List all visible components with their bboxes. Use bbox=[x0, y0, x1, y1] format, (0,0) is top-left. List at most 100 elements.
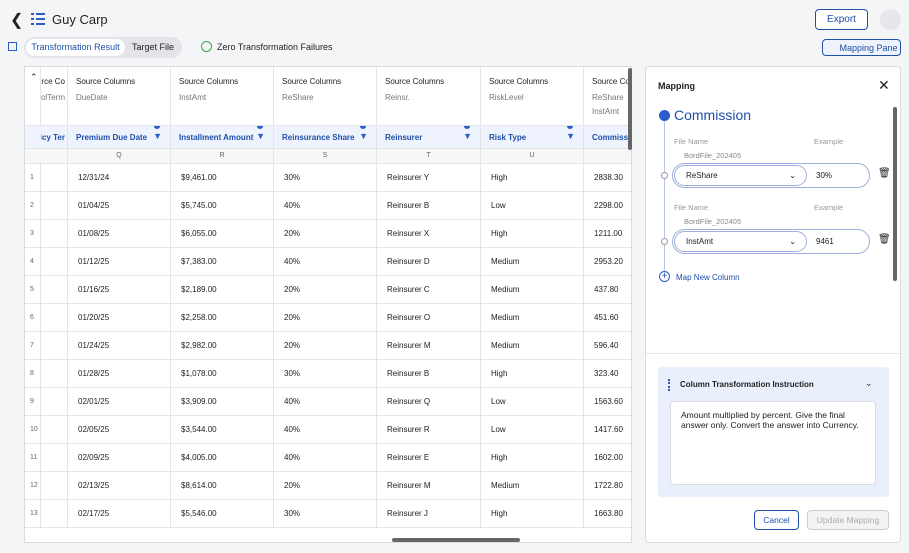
target-name: Reinsurer bbox=[385, 133, 423, 142]
table-cell: $1,078.00 bbox=[171, 360, 274, 388]
letter-cell bbox=[584, 149, 631, 164]
filter-icon[interactable]: ▼ bbox=[566, 131, 575, 141]
status-text: Zero Transformation Failures bbox=[217, 42, 333, 52]
table-cell: Medium bbox=[481, 304, 584, 332]
close-button[interactable]: ✕ bbox=[878, 77, 890, 93]
update-button[interactable]: Update Mapping bbox=[807, 510, 889, 530]
table-cell: 01/28/25 bbox=[68, 360, 171, 388]
tab[interactable]: Transformation Result bbox=[26, 39, 125, 56]
table-cell: 2838.30 bbox=[584, 164, 631, 192]
back-button[interactable]: ❮ bbox=[10, 12, 24, 29]
mapping-row bbox=[672, 163, 870, 188]
target-name: Premium Due Date bbox=[76, 133, 148, 142]
table-cell: 02/01/25 bbox=[68, 388, 171, 416]
letter-cell: R bbox=[171, 149, 274, 164]
header-cell bbox=[25, 67, 41, 126]
h-scrollbar[interactable] bbox=[392, 538, 520, 542]
table-cell: Reinsurer R bbox=[377, 416, 481, 444]
tab[interactable]: Target File bbox=[131, 42, 175, 52]
table-cell: Reinsurer J bbox=[377, 500, 481, 528]
collapse-toggle[interactable]: ⌄ bbox=[865, 378, 873, 388]
delete-button[interactable]: 🗑 bbox=[878, 234, 891, 245]
table-cell: 323.40 bbox=[584, 360, 631, 388]
table-cell: $7,383.00 bbox=[171, 248, 274, 276]
table-cell: 596.40 bbox=[584, 332, 631, 360]
table-cell: 20% bbox=[274, 276, 377, 304]
status-dot bbox=[154, 126, 160, 129]
add-icon[interactable]: + bbox=[659, 271, 670, 282]
table-cell: $8,614.00 bbox=[171, 472, 274, 500]
target-header[interactable]: Risk Type ▼ bbox=[481, 126, 584, 149]
table-cell: $2,982.00 bbox=[171, 332, 274, 360]
target-header[interactable]: Premium Due Date ▼ bbox=[68, 126, 171, 149]
mapping-pane-button[interactable]: Mapping Pane bbox=[822, 39, 901, 56]
target-column: Commission bbox=[674, 107, 752, 123]
instruction-textarea[interactable]: Amount multiplied by percent. Give the f… bbox=[670, 401, 876, 485]
table-cell: Low bbox=[481, 416, 584, 444]
table-cell: 20% bbox=[274, 220, 377, 248]
target-name: olicy Ter bbox=[41, 133, 65, 142]
table-cell: 01/12/25 bbox=[68, 248, 171, 276]
table-cell: Medium bbox=[481, 276, 584, 304]
table-cell: 02/05/25 bbox=[68, 416, 171, 444]
filter-icon[interactable]: ▼ bbox=[153, 131, 162, 141]
panel-scrollbar[interactable] bbox=[893, 107, 897, 281]
table-cell: Reinsurer M bbox=[377, 332, 481, 360]
export-button[interactable]: Export bbox=[815, 9, 868, 30]
sort-icon[interactable]: ⌃ bbox=[30, 72, 38, 82]
source-label: Source Columns bbox=[489, 77, 549, 86]
user-avatar[interactable] bbox=[880, 9, 901, 30]
letter-row-cell bbox=[25, 149, 41, 164]
panel-toggle[interactable] bbox=[8, 42, 17, 51]
table-cell bbox=[41, 472, 68, 500]
table-cell bbox=[41, 416, 68, 444]
filter-icon[interactable]: ▼ bbox=[463, 131, 472, 141]
table-cell: Reinsurer O bbox=[377, 304, 481, 332]
source-column: ReShare bbox=[282, 93, 314, 102]
table-cell: 02/17/25 bbox=[68, 500, 171, 528]
table-cell: 451.60 bbox=[584, 304, 631, 332]
table-cell: Reinsurer C bbox=[377, 276, 481, 304]
column-header: Source Columns DueDate bbox=[68, 67, 171, 126]
source-column: InstAmt bbox=[179, 93, 207, 102]
app-title: Guy Carp bbox=[52, 12, 108, 27]
table-cell bbox=[41, 388, 68, 416]
file-name: BordFile_202405 bbox=[684, 217, 742, 226]
table-cell: Low bbox=[481, 388, 584, 416]
table-cell: Medium bbox=[481, 472, 584, 500]
column-select[interactable]: ReShare ⌄ bbox=[674, 165, 807, 186]
column-header: Source Columns RiskLevel bbox=[481, 67, 584, 126]
source-column: Reinsr. bbox=[385, 93, 410, 102]
status-dot bbox=[360, 126, 366, 129]
table-cell: 2953.20 bbox=[584, 248, 631, 276]
table-cell: 02/09/25 bbox=[68, 444, 171, 472]
table-cell: Reinsurer B bbox=[377, 360, 481, 388]
column-header: Source Co ReShare InstAmt bbox=[584, 67, 631, 126]
letter-cell: T bbox=[377, 149, 481, 164]
table-cell: 01/16/25 bbox=[68, 276, 171, 304]
column-header: Source Columns ReShare bbox=[274, 67, 377, 126]
target-name: Commissi bbox=[592, 133, 631, 142]
table-cell: Reinsurer D bbox=[377, 248, 481, 276]
letter-cell: U bbox=[481, 149, 584, 164]
add-mapping-link[interactable]: Map New Column bbox=[676, 273, 740, 282]
target-header[interactable]: olicy Ter bbox=[41, 126, 68, 149]
target-header[interactable]: Installment Amount ▼ bbox=[171, 126, 274, 149]
source-label: Source Columns bbox=[282, 77, 342, 86]
tree-line bbox=[664, 121, 665, 277]
v-scrollbar[interactable] bbox=[628, 68, 632, 150]
cancel-button[interactable]: Cancel bbox=[754, 510, 799, 530]
target-header[interactable]: Commissi bbox=[584, 126, 631, 149]
table-cell bbox=[41, 444, 68, 472]
table-cell: Reinsurer Y bbox=[377, 164, 481, 192]
filter-icon[interactable]: ▼ bbox=[256, 131, 265, 141]
delete-button[interactable]: 🗑 bbox=[878, 168, 891, 179]
row-number: 1 bbox=[25, 164, 41, 192]
table-cell: 12/31/24 bbox=[68, 164, 171, 192]
column-select[interactable]: InstAmt ⌄ bbox=[674, 231, 807, 252]
target-header[interactable]: Reinsurance Share ▼ bbox=[274, 126, 377, 149]
filter-icon[interactable]: ▼ bbox=[359, 131, 368, 141]
target-header[interactable]: Reinsurer ▼ bbox=[377, 126, 481, 149]
connector bbox=[661, 172, 668, 179]
